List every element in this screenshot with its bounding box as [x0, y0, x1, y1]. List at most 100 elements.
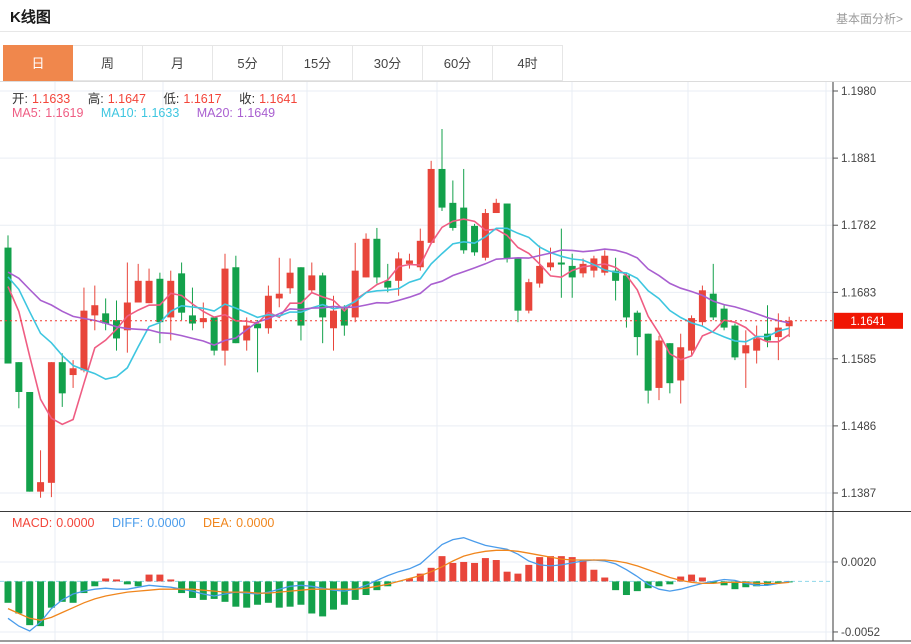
candle-body — [80, 310, 88, 371]
candle-body — [503, 203, 511, 259]
diff-label: DIFF: — [112, 516, 144, 530]
macd-bar — [622, 581, 630, 596]
tab-4hour[interactable]: 4时 — [493, 45, 563, 81]
macd-bar — [709, 581, 717, 584]
candle-body — [243, 325, 251, 341]
close-value: 1.1641 — [259, 92, 298, 106]
macd-histogram — [4, 556, 793, 627]
candle-body — [221, 268, 229, 351]
candle-body — [525, 282, 533, 311]
candle-body — [568, 265, 576, 278]
macd-bar — [58, 581, 66, 602]
macd-bar — [275, 581, 283, 608]
candle-body — [26, 391, 34, 492]
macd-bar — [525, 564, 533, 582]
candle-body — [188, 315, 196, 324]
open-value: 1.1633 — [31, 92, 71, 106]
candle-body — [666, 343, 674, 384]
macd-bar — [688, 574, 696, 582]
tab-week[interactable]: 周 — [73, 45, 143, 81]
macd-bar — [167, 579, 175, 582]
candle-body — [254, 323, 262, 329]
candle-body — [536, 265, 544, 284]
candle-body — [471, 225, 479, 253]
candle-body — [91, 305, 99, 316]
macd-bar — [698, 577, 706, 582]
open-label: 开: — [12, 92, 28, 106]
candle-body — [427, 168, 435, 243]
candle-body — [37, 482, 45, 492]
ma5-value: 1.1619 — [45, 106, 84, 120]
macd-tick-label: -0.0052 — [841, 627, 880, 639]
ma5-label: MA5: — [12, 106, 42, 120]
candle-body — [720, 308, 728, 328]
candle-body — [308, 275, 316, 291]
macd-bar — [731, 581, 739, 590]
macd-bar — [427, 567, 435, 582]
candle-body — [58, 362, 66, 394]
macd-bar — [677, 576, 685, 582]
candle-body — [492, 202, 500, 214]
macd-bar — [514, 573, 522, 582]
candle-body — [351, 270, 359, 318]
macd-bar — [80, 581, 88, 594]
tab-month[interactable]: 月 — [143, 45, 213, 81]
candle-body — [774, 327, 782, 338]
high-label: 高: — [87, 92, 104, 106]
axis-labels: 1.1980 1.1881 1.1782 1.1683 1.1585 1.1486 1.13… — [833, 86, 880, 639]
macd-bar — [297, 581, 305, 605]
macd-tick-label: 0.0020 — [841, 557, 876, 569]
candle-body — [460, 207, 468, 251]
ma-legend: MA5: 1.1619 MA10: 1.1633 MA20: 1.1649 — [12, 106, 279, 120]
tabbar-divider — [0, 81, 911, 82]
macd-bar — [492, 560, 500, 582]
ma10-label: MA10: — [100, 106, 138, 120]
tab-day[interactable]: 日 — [3, 45, 73, 81]
candle-body — [210, 317, 218, 351]
low-label: 低: — [163, 92, 180, 106]
fundamental-analysis-link[interactable]: 基本面分析> — [835, 12, 903, 26]
tab-30min[interactable]: 30分 — [353, 45, 423, 81]
dea-label: DEA: — [202, 516, 233, 530]
macd-bar — [319, 581, 327, 617]
macd-bar — [232, 581, 240, 607]
price-tick-label: 1.1980 — [841, 86, 876, 98]
candle-body — [622, 275, 630, 318]
tab-5min[interactable]: 5分 — [213, 45, 283, 81]
ma20-line — [7, 248, 790, 346]
candle-body — [785, 320, 793, 327]
macd-bar — [720, 581, 728, 586]
candle-body — [395, 258, 403, 281]
price-tick-label: 1.1387 — [841, 488, 876, 500]
macd-bar — [590, 569, 598, 582]
candle-body — [275, 293, 283, 299]
candle-body — [373, 238, 381, 278]
macd-bar — [134, 581, 142, 587]
last-price-tag — [834, 312, 903, 329]
macd-bar — [145, 574, 153, 582]
candle-body — [612, 270, 620, 281]
ma-lines — [7, 218, 790, 426]
macd-value: 0.0000 — [56, 516, 95, 530]
macd-bar — [503, 571, 511, 582]
tab-15min[interactable]: 15分 — [283, 45, 353, 81]
macd-bar — [123, 581, 131, 585]
candle-body — [709, 293, 717, 318]
tab-60min[interactable]: 60分 — [423, 45, 493, 81]
macd-bar — [113, 579, 120, 582]
macd-bar — [286, 581, 294, 607]
macd-bar — [633, 581, 641, 592]
price-tick-label: 1.1683 — [841, 287, 876, 299]
candle-body — [633, 312, 641, 338]
macd-bar — [330, 581, 337, 610]
page-title: K线图 — [10, 9, 51, 26]
candle-body — [481, 213, 489, 258]
ma10-line — [7, 227, 790, 381]
macd-bar — [471, 562, 479, 582]
macd-bar — [438, 556, 446, 582]
candle-body — [547, 262, 554, 268]
macd-bar — [449, 562, 457, 582]
macd-bar — [178, 581, 186, 594]
